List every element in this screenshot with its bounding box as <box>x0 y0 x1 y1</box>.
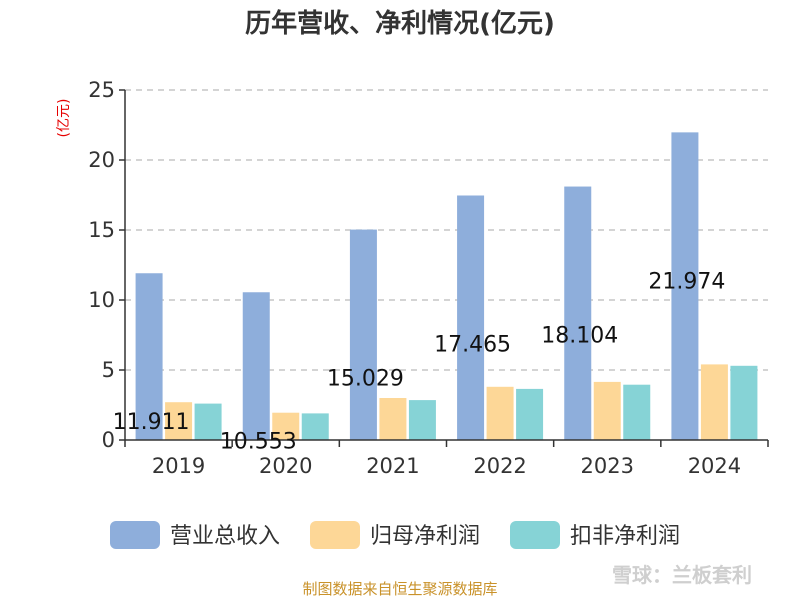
bar-0-2022 <box>457 195 485 440</box>
legend-label: 营业总收入 <box>170 524 280 549</box>
x-tick-label: 2020 <box>259 454 312 478</box>
data-label: 11.911 <box>113 410 190 435</box>
x-tick-label: 2022 <box>473 454 526 478</box>
bar-2-2024 <box>730 365 758 440</box>
y-tick-label: 15 <box>88 218 115 242</box>
bar-0-2020 <box>242 292 270 440</box>
bar-0-2021 <box>349 229 377 440</box>
legend-swatch <box>510 521 560 549</box>
bars <box>135 132 758 440</box>
data-label: 17.465 <box>434 332 511 357</box>
watermark: 雪球：兰板套利 <box>612 563 752 587</box>
bar-1-2023 <box>593 381 621 440</box>
bar-0-2023 <box>564 186 592 440</box>
legend-swatch <box>110 521 160 549</box>
bar-1-2021 <box>379 398 407 440</box>
x-tick-label: 2021 <box>366 454 419 478</box>
chart-title: 历年营收、净利情况(亿元) <box>245 8 555 39</box>
bar-0-2024 <box>671 132 699 440</box>
legend-label: 归母净利润 <box>370 524 480 549</box>
bar-0-2019 <box>135 273 163 440</box>
data-label: 21.974 <box>648 269 725 294</box>
x-axis-ticks: 2019 2020 2021 2022 2023 2024 <box>124 440 769 478</box>
bar-2-2019 <box>194 403 222 440</box>
data-label: 18.104 <box>541 324 618 349</box>
data-label: 10.553 <box>220 429 297 454</box>
bar-1-2020 <box>272 412 300 440</box>
bar-2-2022 <box>516 388 544 440</box>
y-tick-label: 0 <box>102 428 115 452</box>
bar-1-2022 <box>486 386 514 440</box>
y-axis-ticks: 0 5 10 15 20 25 <box>88 78 125 452</box>
legend-label: 扣非净利润 <box>570 524 680 549</box>
legend: 营业总收入 归母净利润 扣非净利润 <box>110 521 680 549</box>
data-label: 15.029 <box>327 367 404 392</box>
y-axis-unit: (亿元) <box>56 99 72 138</box>
x-tick-label: 2024 <box>688 454 741 478</box>
legend-swatch <box>310 521 360 549</box>
bar-2-2023 <box>623 384 651 440</box>
bar-1-2024 <box>700 364 728 440</box>
x-tick-label: 2023 <box>581 454 634 478</box>
y-tick-label: 25 <box>88 78 115 102</box>
bar-2-2021 <box>408 400 436 440</box>
y-tick-label: 10 <box>88 288 115 312</box>
y-tick-label: 5 <box>102 358 115 382</box>
y-tick-label: 20 <box>88 148 115 172</box>
bar-2-2020 <box>301 413 329 440</box>
gridlines <box>125 89 768 371</box>
bar-1-2019 <box>165 402 193 440</box>
data-labels: 11.911 10.553 15.029 17.465 18.104 21.974 <box>113 269 726 454</box>
source-note: 制图数据来自恒生聚源数据库 <box>302 580 497 598</box>
x-tick-label: 2019 <box>152 454 205 478</box>
